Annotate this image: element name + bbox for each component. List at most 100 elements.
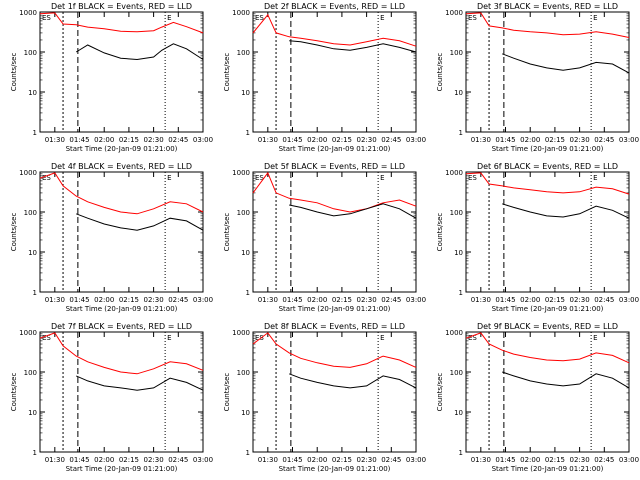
x-tick-label: 03:00 bbox=[619, 456, 639, 464]
y-tick-label: 1000 bbox=[445, 9, 463, 17]
x-tick-label: 01:30 bbox=[45, 456, 65, 464]
plot-frame bbox=[252, 11, 417, 133]
x-tick-label: 02:45 bbox=[168, 136, 188, 144]
series-line-lld bbox=[252, 13, 417, 47]
x-tick-label: 02:30 bbox=[144, 136, 164, 144]
x-tick-label: 01:45 bbox=[69, 296, 89, 304]
x-tick-label: 01:30 bbox=[471, 136, 491, 144]
marker-label-e: E bbox=[167, 14, 171, 22]
plot-frame bbox=[39, 11, 204, 133]
marker-label-e: E bbox=[380, 14, 384, 22]
y-tick-label: 1 bbox=[33, 449, 37, 457]
x-axis-label: Start Time (20-Jan-09 01:21:00) bbox=[66, 145, 178, 153]
series-line-events bbox=[289, 373, 417, 389]
y-axis-label: Counts/sec bbox=[223, 53, 231, 92]
chart-panel-4: Det 4f BLACK = Events, RED = LLD 1 10 100 10… bbox=[10, 162, 213, 313]
chart-title: Det 4f BLACK = Events, RED = LLD bbox=[51, 162, 192, 171]
marker-label-es: ES bbox=[255, 174, 264, 182]
y-axis-label: Counts/sec bbox=[10, 213, 18, 252]
chart-panel-6: Det 6f BLACK = Events, RED = LLD 1 10 100 10… bbox=[436, 162, 639, 313]
y-tick-label: 1 bbox=[33, 129, 37, 137]
y-tick-label: 10 bbox=[454, 249, 463, 257]
x-tick-label: 01:45 bbox=[495, 456, 515, 464]
marker-label-es: ES bbox=[468, 334, 477, 342]
x-tick-label: 02:00 bbox=[307, 296, 327, 304]
chart-title: Det 5f BLACK = Events, RED = LLD bbox=[264, 162, 405, 171]
y-tick-label: 100 bbox=[24, 369, 37, 377]
y-axis-label: Counts/sec bbox=[10, 373, 18, 412]
x-tick-label: 02:30 bbox=[144, 296, 164, 304]
x-tick-label: 02:45 bbox=[594, 136, 614, 144]
series-line-events bbox=[502, 203, 630, 219]
x-tick-label: 02:30 bbox=[357, 296, 377, 304]
x-tick-label: 01:45 bbox=[69, 456, 89, 464]
plot-frame bbox=[39, 171, 204, 293]
y-tick-label: 1 bbox=[459, 129, 463, 137]
x-axis-label: Start Time (20-Jan-09 01:21:00) bbox=[279, 305, 391, 313]
x-tick-label: 02:45 bbox=[381, 136, 401, 144]
series-line-lld bbox=[39, 332, 204, 375]
marker-label-e: E bbox=[593, 14, 597, 22]
x-tick-label: 01:30 bbox=[471, 296, 491, 304]
series-line-events bbox=[75, 43, 204, 61]
chart-title: Det 7f BLACK = Events, RED = LLD bbox=[51, 322, 192, 331]
marker-label-e: E bbox=[167, 334, 171, 342]
x-axis-label: Start Time (20-Jan-09 01:21:00) bbox=[279, 465, 391, 473]
x-tick-label: 03:00 bbox=[406, 456, 426, 464]
x-tick-label: 02:45 bbox=[594, 296, 614, 304]
y-tick-label: 10 bbox=[28, 249, 37, 257]
x-tick-label: 01:30 bbox=[45, 296, 65, 304]
plot-frame bbox=[465, 11, 630, 133]
marker-label-es: ES bbox=[255, 334, 264, 342]
x-tick-label: 02:00 bbox=[520, 296, 540, 304]
x-axis-label: Start Time (20-Jan-09 01:21:00) bbox=[279, 145, 391, 153]
x-tick-label: 02:15 bbox=[332, 136, 352, 144]
y-tick-label: 1 bbox=[33, 289, 37, 297]
series-line-lld bbox=[465, 332, 630, 364]
chart-panel-1: Det 1f BLACK = Events, RED = LLD 1 10 100 10… bbox=[10, 2, 213, 153]
y-tick-label: 100 bbox=[24, 49, 37, 57]
x-tick-label: 02:45 bbox=[168, 456, 188, 464]
y-axis-label: Counts/sec bbox=[223, 213, 231, 252]
series-line-events bbox=[289, 40, 417, 53]
plot-frame bbox=[465, 171, 630, 293]
marker-label-e: E bbox=[380, 174, 384, 182]
series-line-events bbox=[289, 203, 417, 219]
chart-title: Det 1f BLACK = Events, RED = LLD bbox=[51, 2, 192, 11]
x-tick-label: 02:30 bbox=[144, 456, 164, 464]
series-line-lld bbox=[39, 172, 204, 215]
x-tick-label: 02:00 bbox=[94, 456, 114, 464]
series-line-events bbox=[76, 375, 204, 391]
marker-label-es: ES bbox=[468, 14, 477, 22]
marker-label-es: ES bbox=[42, 334, 51, 342]
y-tick-label: 10 bbox=[241, 249, 250, 257]
chart-panel-5: Det 5f BLACK = Events, RED = LLD 1 10 100 10… bbox=[223, 162, 426, 313]
x-tick-label: 01:45 bbox=[69, 136, 89, 144]
chart-title: Det 8f BLACK = Events, RED = LLD bbox=[264, 322, 405, 331]
x-tick-label: 03:00 bbox=[406, 296, 426, 304]
y-tick-label: 100 bbox=[24, 209, 37, 217]
x-tick-label: 01:30 bbox=[258, 456, 278, 464]
x-tick-label: 02:15 bbox=[119, 456, 139, 464]
series-line-events bbox=[502, 371, 630, 389]
x-tick-label: 02:30 bbox=[357, 136, 377, 144]
plot-frame bbox=[465, 331, 630, 453]
y-tick-label: 1 bbox=[246, 449, 250, 457]
y-tick-label: 1000 bbox=[445, 169, 463, 177]
y-tick-label: 1 bbox=[459, 289, 463, 297]
x-tick-label: 01:45 bbox=[495, 136, 515, 144]
y-axis-label: Counts/sec bbox=[436, 53, 444, 92]
marker-label-es: ES bbox=[42, 14, 51, 22]
marker-label-e: E bbox=[167, 174, 171, 182]
marker-label-es: ES bbox=[42, 174, 51, 182]
x-tick-label: 03:00 bbox=[406, 136, 426, 144]
y-tick-label: 10 bbox=[241, 89, 250, 97]
plot-frame bbox=[252, 171, 417, 293]
x-tick-label: 02:00 bbox=[520, 456, 540, 464]
x-tick-label: 01:30 bbox=[45, 136, 65, 144]
x-tick-label: 02:30 bbox=[570, 456, 590, 464]
x-tick-label: 01:45 bbox=[282, 296, 302, 304]
x-tick-label: 03:00 bbox=[193, 296, 213, 304]
series-line-lld bbox=[465, 172, 630, 195]
y-tick-label: 10 bbox=[241, 409, 250, 417]
